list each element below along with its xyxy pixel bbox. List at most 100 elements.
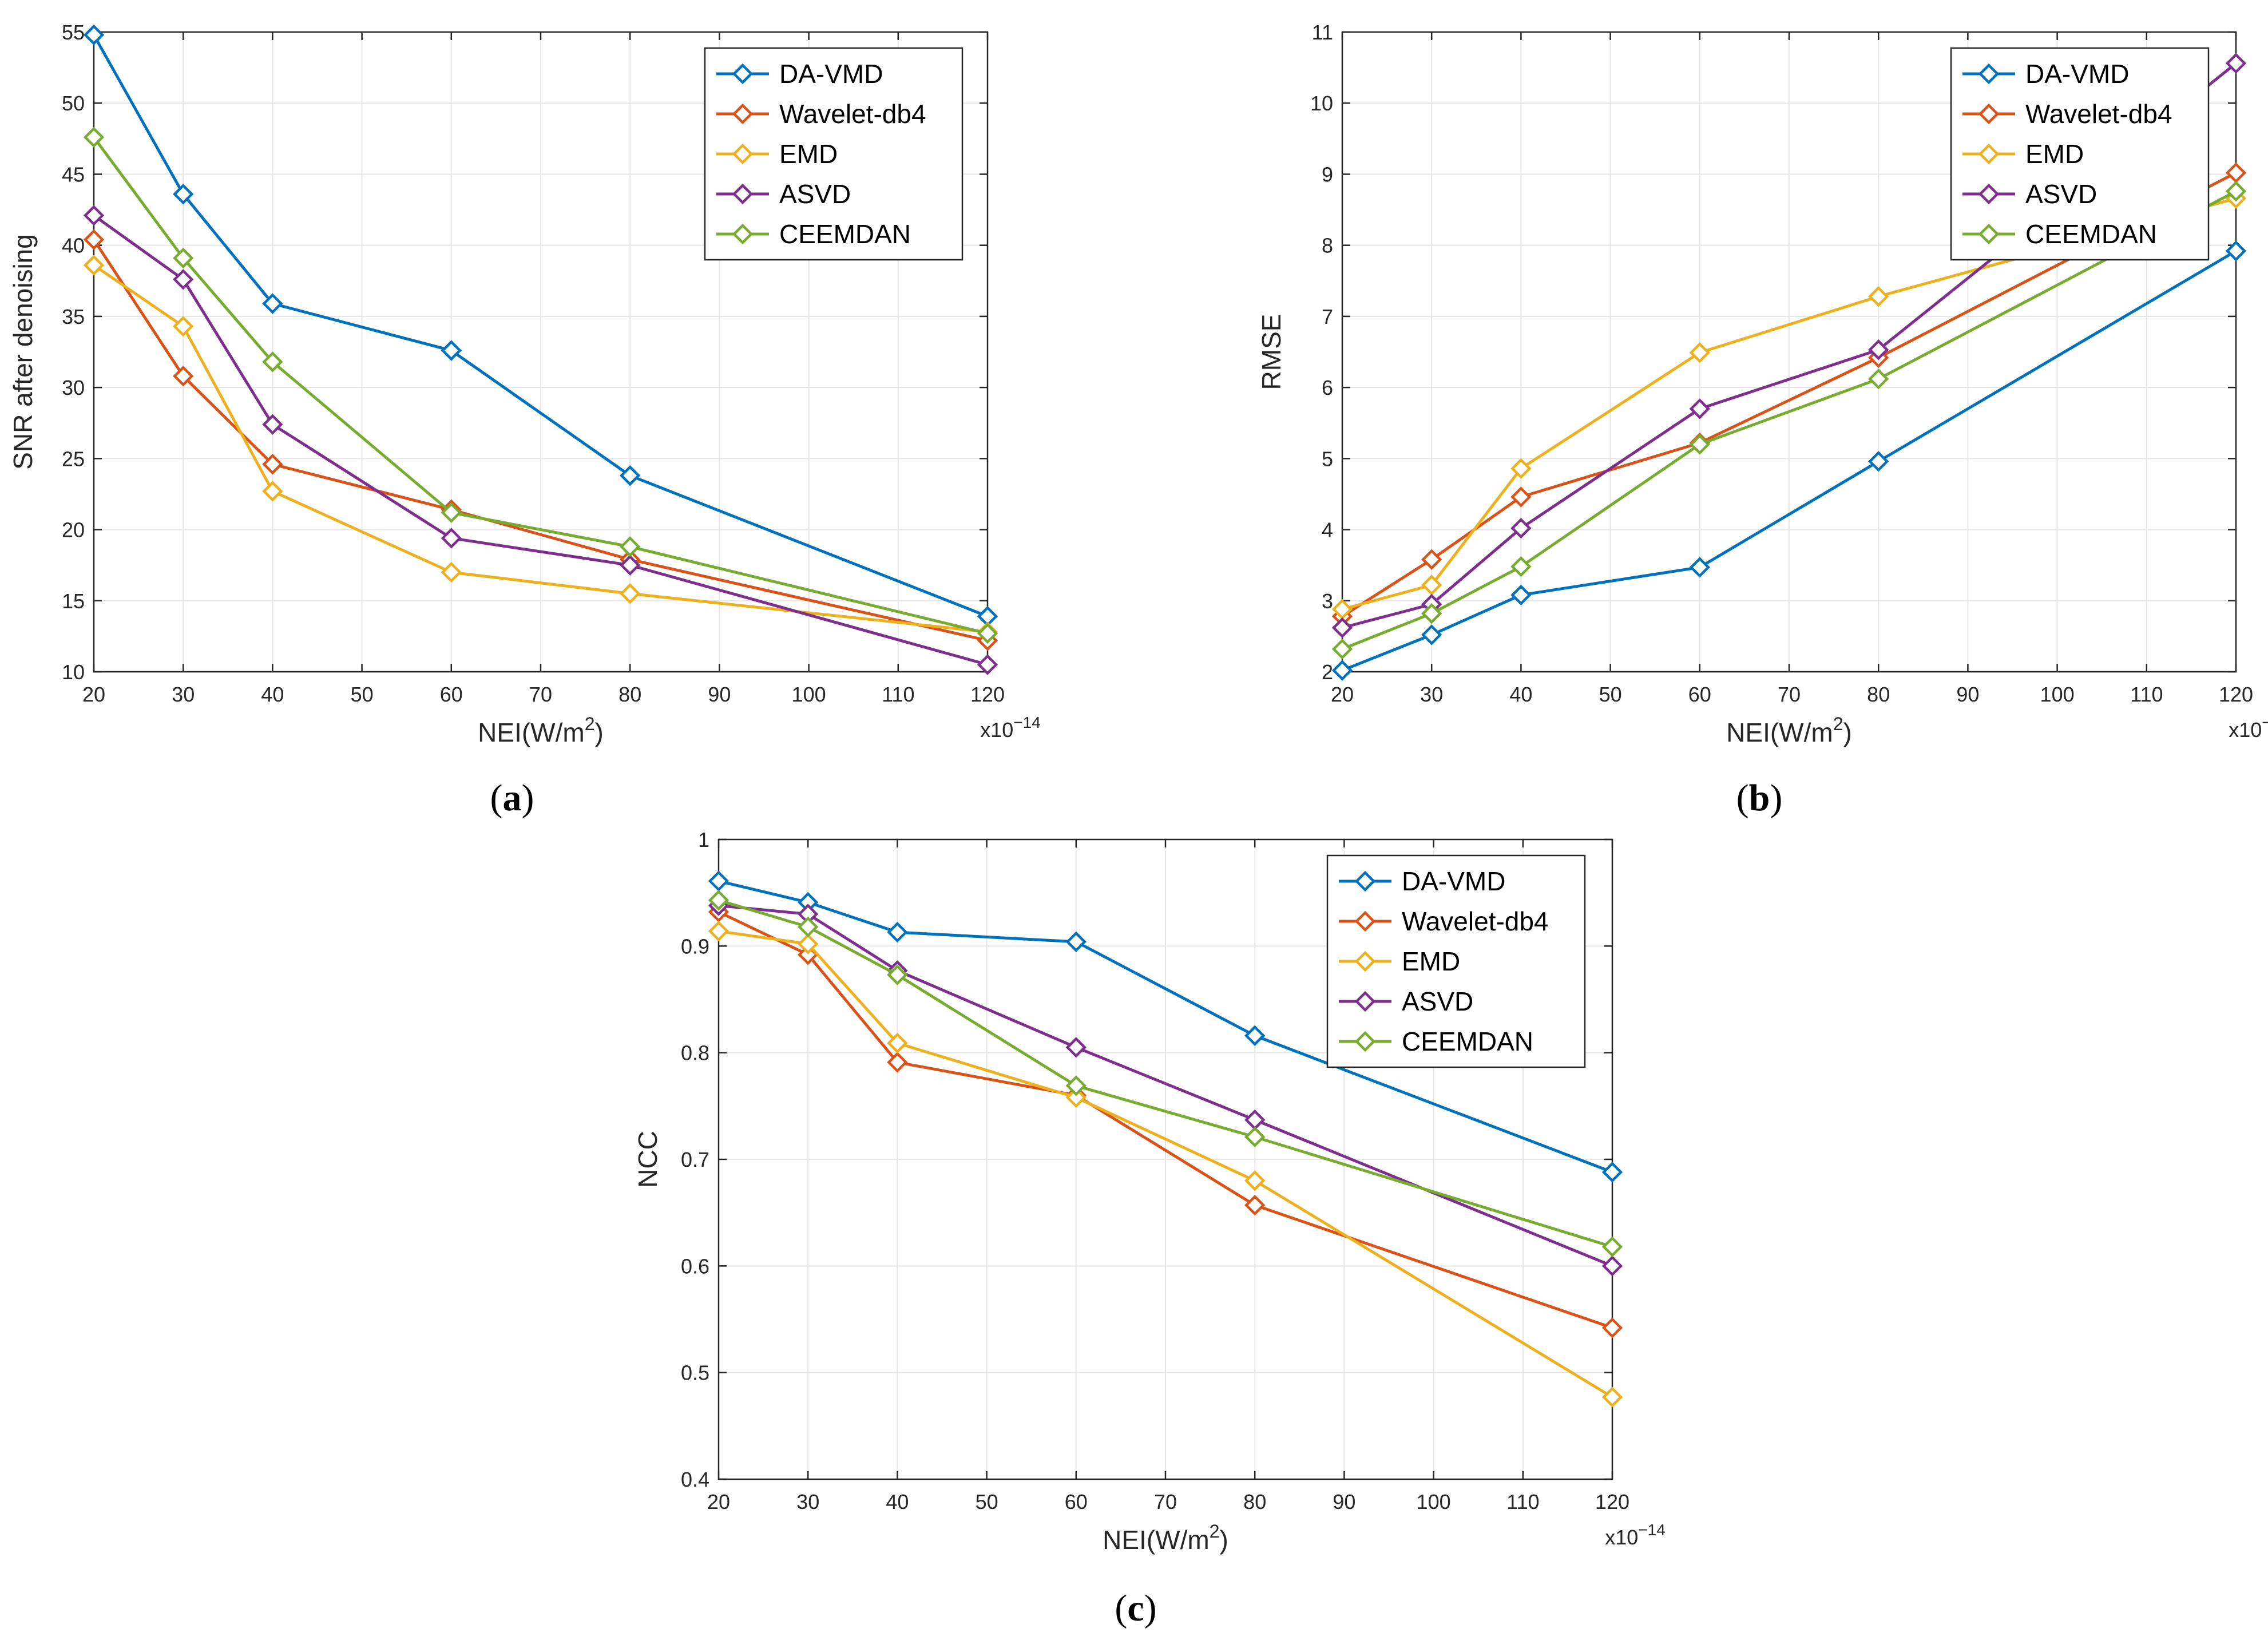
legend-marker-sample: [1354, 910, 1376, 932]
legend-entry: DA-VMD: [716, 59, 883, 89]
x-axis-label: NEI(W/m2): [1103, 1521, 1228, 1555]
data-point-marker: [1601, 1317, 1623, 1338]
exponent-power: −14: [2262, 714, 2268, 731]
legend-entry: Wavelet-db4: [716, 99, 926, 129]
caption-open-paren: (: [490, 777, 503, 819]
x-tick-label: 50: [351, 683, 374, 706]
data-point-marker: [262, 414, 283, 435]
data-point-marker: [1244, 1194, 1266, 1216]
series-asvd: [1331, 53, 2247, 639]
data-point-marker: [1421, 603, 1442, 624]
data-point-marker: [708, 890, 729, 911]
x-axis-exponent: x10−14: [2229, 714, 2268, 742]
series-line: [93, 214, 988, 666]
x-axis-label-close: ): [594, 718, 603, 747]
x-tick-label: 60: [1065, 1490, 1088, 1514]
x-axis-label-close: ): [1219, 1525, 1228, 1555]
data-point-marker: [173, 269, 194, 290]
legend-entry: DA-VMD: [1339, 866, 1505, 896]
legend-marker-sample: [1978, 183, 2000, 205]
data-point-marker: [887, 921, 908, 943]
y-axis-label: SNR after denoising: [8, 234, 38, 470]
x-axis-ticks: 20 30 40 50 60 70 80 90 100 110 120: [82, 32, 1005, 706]
caption-open-paren: (: [1115, 1587, 1127, 1629]
data-point-marker: [1421, 549, 1442, 570]
x-axis-label-close: ): [1843, 718, 1851, 747]
data-point-marker: [1601, 1236, 1623, 1257]
y-tick-label: 11: [1312, 21, 1333, 44]
x-tick-label: 30: [796, 1490, 819, 1514]
y-tick-label: 10: [62, 660, 85, 684]
data-point-marker: [1601, 1386, 1623, 1408]
data-point-marker: [1331, 660, 1353, 681]
legend-marker-sample: [1354, 950, 1376, 972]
data-point-marker: [1244, 1170, 1266, 1191]
legend-entry: ASVD: [716, 179, 851, 209]
legend-label: ASVD: [2025, 179, 2097, 209]
data-point-marker: [1868, 339, 1889, 360]
x-tick-label: 40: [261, 683, 284, 706]
data-point-marker: [173, 316, 194, 337]
caption-open-paren: (: [1736, 777, 1749, 819]
x-tick-label: 70: [1778, 683, 1801, 706]
x-axis-exponent: x10−14: [980, 714, 1041, 742]
legend-marker-sample: [1978, 143, 2000, 165]
legend-marker-sample: [732, 223, 754, 245]
x-tick-label: 100: [1417, 1490, 1451, 1514]
data-point-marker: [798, 916, 819, 937]
legend-entry: EMD: [716, 139, 838, 169]
data-point-marker: [1510, 517, 1532, 539]
x-axis-label-main: NEI(W/m: [478, 718, 585, 747]
legend-label: DA-VMD: [779, 59, 883, 89]
data-point-marker: [977, 654, 998, 675]
data-point-marker: [173, 366, 194, 387]
y-tick-label: 0.8: [681, 1041, 709, 1065]
series-asvd: [708, 895, 1623, 1277]
data-point-marker: [83, 126, 105, 148]
x-tick-label: 110: [2130, 683, 2163, 706]
caption-close-paren: ): [1770, 777, 1782, 819]
y-axis-ticks: 0.4 0.5 0.6 0.7 0.8 0.9 1: [681, 828, 1612, 1491]
legend-label: EMD: [1402, 946, 1460, 976]
x-axis-label: NEI(W/m2): [1726, 714, 1852, 747]
legend-marker-sample: [732, 103, 754, 125]
series-line: [1342, 197, 2237, 611]
x-tick-label: 110: [882, 683, 914, 706]
legend-marker-sample: [732, 183, 754, 205]
y-axis-label: NCC: [633, 1131, 663, 1188]
legend-label: DA-VMD: [1402, 866, 1505, 896]
y-tick-label: 3: [1322, 589, 1333, 613]
data-point-marker: [1331, 617, 1353, 639]
data-point-marker: [1421, 624, 1442, 645]
x-tick-label: 40: [1509, 683, 1532, 706]
x-axis-label: NEI(W/m2): [478, 714, 604, 747]
legend-marker-sample: [1978, 103, 2000, 125]
x-axis-label-superscript: 2: [585, 714, 595, 734]
legend-label: Wavelet-db4: [1402, 906, 1549, 936]
x-tick-label: 70: [529, 683, 552, 706]
y-tick-label: 20: [62, 518, 85, 542]
legend: DA-VMD Wavelet-db4 EMD ASVD CEEMDAN: [1326, 854, 1586, 1068]
caption-close-paren: ): [1144, 1587, 1157, 1629]
series-line: [93, 264, 988, 633]
y-tick-label: 7: [1322, 305, 1333, 328]
legend-entry: Wavelet-db4: [1962, 99, 2172, 129]
y-tick-label: 0.4: [681, 1468, 709, 1491]
y-tick-label: 4: [1322, 518, 1333, 542]
data-point-marker: [1421, 575, 1442, 596]
exponent-base: x10: [2229, 718, 2262, 742]
series-da-vmd: [1331, 240, 2247, 681]
figure-caption: (c): [1115, 1587, 1156, 1629]
y-tick-label: 15: [62, 589, 85, 613]
data-point-marker: [441, 340, 462, 361]
legend-entry: ASVD: [1962, 179, 2097, 209]
data-point-marker: [83, 24, 105, 46]
data-point-marker: [2225, 181, 2247, 202]
data-point-marker: [262, 481, 283, 502]
x-tick-label: 60: [1688, 683, 1711, 706]
x-tick-label: 30: [172, 683, 195, 706]
legend-marker-sample: [1354, 1031, 1376, 1052]
x-axis-label-main: NEI(W/m: [1726, 718, 1833, 747]
data-point-marker: [262, 351, 283, 373]
data-point-marker: [887, 1032, 908, 1054]
